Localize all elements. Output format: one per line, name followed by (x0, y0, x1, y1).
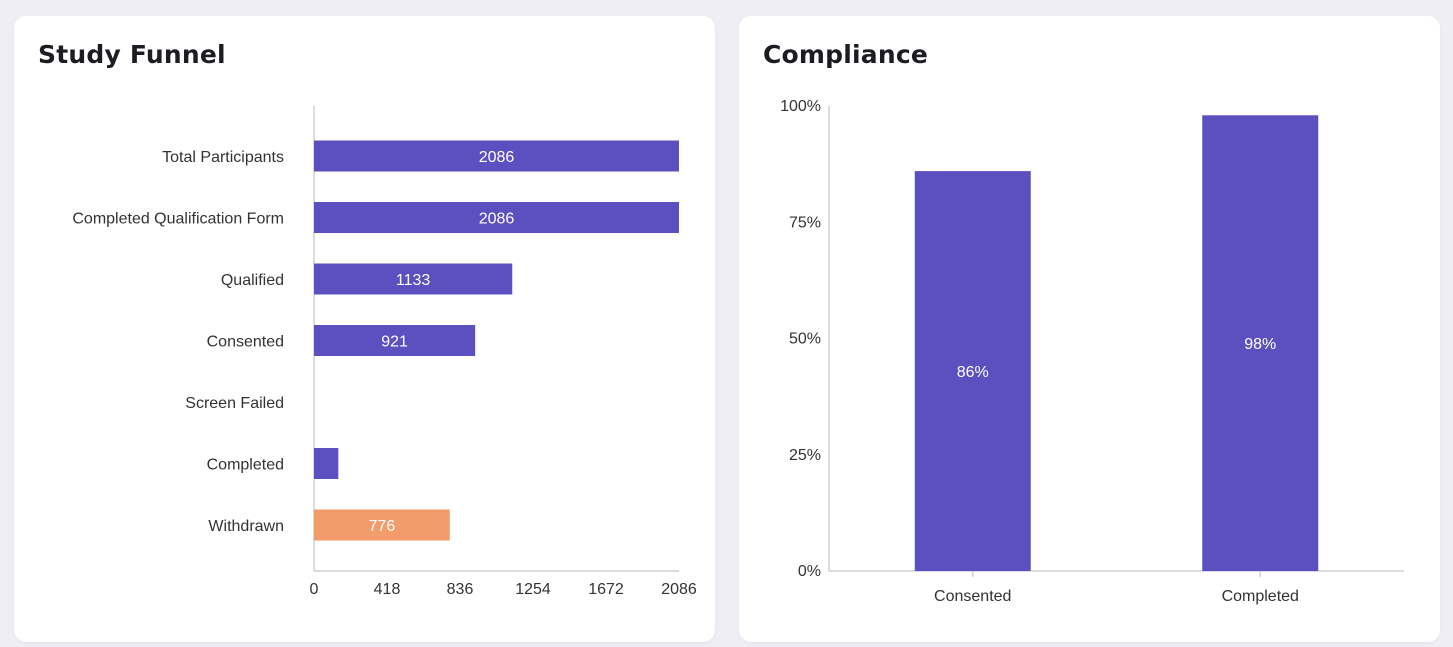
funnel-value-label: 1133 (396, 272, 431, 289)
funnel-value-label: 921 (381, 334, 408, 351)
compliance-chart: 0% 25% 50% 75% 100% 86% Consented 98% Completed (780, 98, 1404, 605)
funnel-bar (314, 202, 679, 233)
study-funnel-chart: Total Participants 2086 Completed Qualific… (72, 106, 697, 598)
study-funnel-title: Study Funnel (38, 40, 226, 69)
funnel-category-label: Consented (207, 334, 284, 351)
compliance-y-tick-label: 25% (789, 447, 821, 464)
funnel-value-label: 776 (369, 518, 396, 535)
funnel-bar (314, 325, 476, 356)
compliance-card: Compliance 0% 25% 50% 75% 100% 86% Consented 98… (739, 16, 1440, 642)
funnel-bar (314, 509, 450, 541)
funnel-category-label: Screen Failed (185, 395, 284, 412)
compliance-title: Compliance (763, 40, 929, 69)
compliance-y-tick-label: 100% (780, 98, 821, 115)
funnel-x-tick-label: 0 (310, 581, 319, 598)
compliance-bar (1202, 115, 1319, 572)
funnel-bar (314, 140, 679, 172)
funnel-category-label: Completed Qualification Form (72, 211, 284, 228)
funnel-x-tick-label: 1254 (515, 581, 551, 598)
funnel-category-label: Withdrawn (208, 518, 284, 535)
funnel-category-label: Total Participants (162, 149, 284, 166)
compliance-y-tick-label: 50% (789, 331, 821, 348)
funnel-category-label: Qualified (221, 272, 284, 289)
study-funnel-card: Study Funnel Total Participants 2086 Compl… (14, 16, 715, 642)
funnel-x-tick-label: 418 (374, 581, 401, 598)
funnel-category-label: Completed (207, 457, 284, 474)
compliance-y-tick-label: 0% (798, 563, 821, 580)
funnel-x-tick-label: 836 (447, 581, 474, 598)
compliance-category-label: Completed (1222, 588, 1299, 605)
funnel-x-tick-label: 2086 (661, 581, 697, 598)
compliance-value-label: 86% (957, 364, 989, 381)
compliance-value-label: 98% (1244, 336, 1276, 353)
funnel-value-label: 2086 (479, 211, 515, 228)
funnel-value-label: 2086 (479, 149, 515, 166)
funnel-bar (314, 448, 339, 479)
funnel-bar (314, 263, 513, 295)
funnel-x-tick-label: 1672 (588, 581, 624, 598)
compliance-category-label: Consented (934, 588, 1011, 605)
compliance-bar (914, 171, 1031, 571)
compliance-y-tick-label: 75% (789, 214, 821, 231)
